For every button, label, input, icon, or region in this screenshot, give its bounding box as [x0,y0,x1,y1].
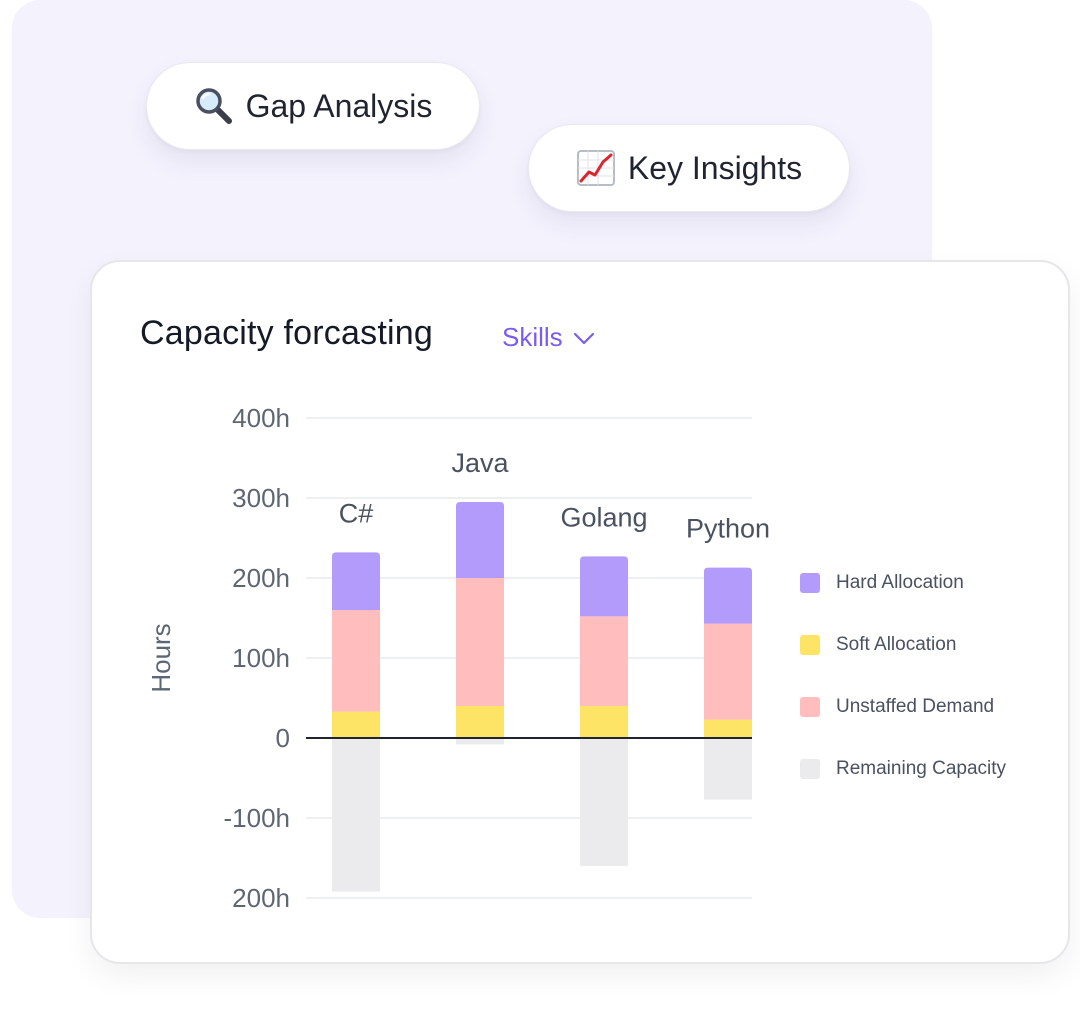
y-tick-label: 100h [232,643,290,673]
bar-hard [580,556,628,617]
bar-soft [580,706,628,738]
chart-gridlines [306,417,752,899]
key-insights-label: Key Insights [627,149,803,186]
legend-item: Soft Allocation [800,614,1006,676]
y-tick-label: 200h [232,883,290,913]
gap-analysis-label: Gap Analysis [245,87,433,124]
key-insights-button[interactable]: Key Insights [528,124,850,212]
legend-swatch [800,635,820,655]
capacity-chart: 400h 300h 200h 100h 0 -100h 200h Hours C# Java Gol… [146,403,770,913]
legend-label: Soft Allocation [836,634,957,655]
card-title: Capacity forcasting [140,314,433,352]
category-label: Java [451,448,509,478]
y-tick-label: 200h [232,563,290,593]
bar-hard [456,502,504,578]
magnifier-icon [194,86,234,126]
category-label: Golang [560,502,647,532]
capacity-forecast-card: Capacity forcasting Skills 400h 300h 200h 1… [90,260,1070,964]
legend-item: Unstaffed Demand [800,676,1006,738]
legend-swatch [800,759,820,779]
bar-soft [456,706,504,738]
skills-dropdown[interactable]: Skills [502,322,595,353]
bar-unstaffed [456,578,504,706]
bar-unstaffed [332,610,380,712]
bar-remaining [332,738,380,892]
bar-unstaffed [580,616,628,706]
legend-label: Remaining Capacity [836,758,1007,779]
chart-labels: 400h 300h 200h 100h 0 -100h 200h Hours C# Java Gol… [146,403,770,913]
legend-label: Hard Allocation [836,572,964,593]
chevron-down-icon [573,322,595,353]
y-tick-label: 0 [276,723,290,753]
bar-remaining [704,738,752,800]
legend-item: Remaining Capacity [800,738,1006,800]
skills-dropdown-label: Skills [502,322,563,352]
bar-remaining [456,738,504,745]
y-axis-label: Hours [146,623,176,692]
bar-soft [704,719,752,738]
legend-swatch [800,573,820,593]
bar-unstaffed [704,623,752,720]
y-tick-label: 400h [232,403,290,433]
gap-analysis-button[interactable]: Gap Analysis [146,62,480,150]
bar-soft [332,711,380,738]
category-label: C# [339,498,374,528]
y-tick-label: -100h [224,803,291,833]
bar-remaining [580,738,628,866]
bar-hard [704,567,752,624]
y-tick-label: 300h [232,483,290,513]
chart-legend: Hard Allocation Soft Allocation Unstaffed … [800,552,1006,800]
legend-item: Hard Allocation [800,552,1006,614]
legend-swatch [800,697,820,717]
bar-hard [332,552,380,610]
chart-increasing-icon [576,148,616,188]
chart-bars [332,502,752,892]
category-label: Python [686,514,770,544]
legend-label: Unstaffed Demand [836,696,995,717]
